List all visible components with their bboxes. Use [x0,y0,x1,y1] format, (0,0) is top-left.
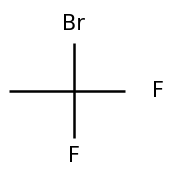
Text: F: F [152,81,164,101]
Text: Br: Br [62,14,85,34]
Text: F: F [68,146,80,166]
